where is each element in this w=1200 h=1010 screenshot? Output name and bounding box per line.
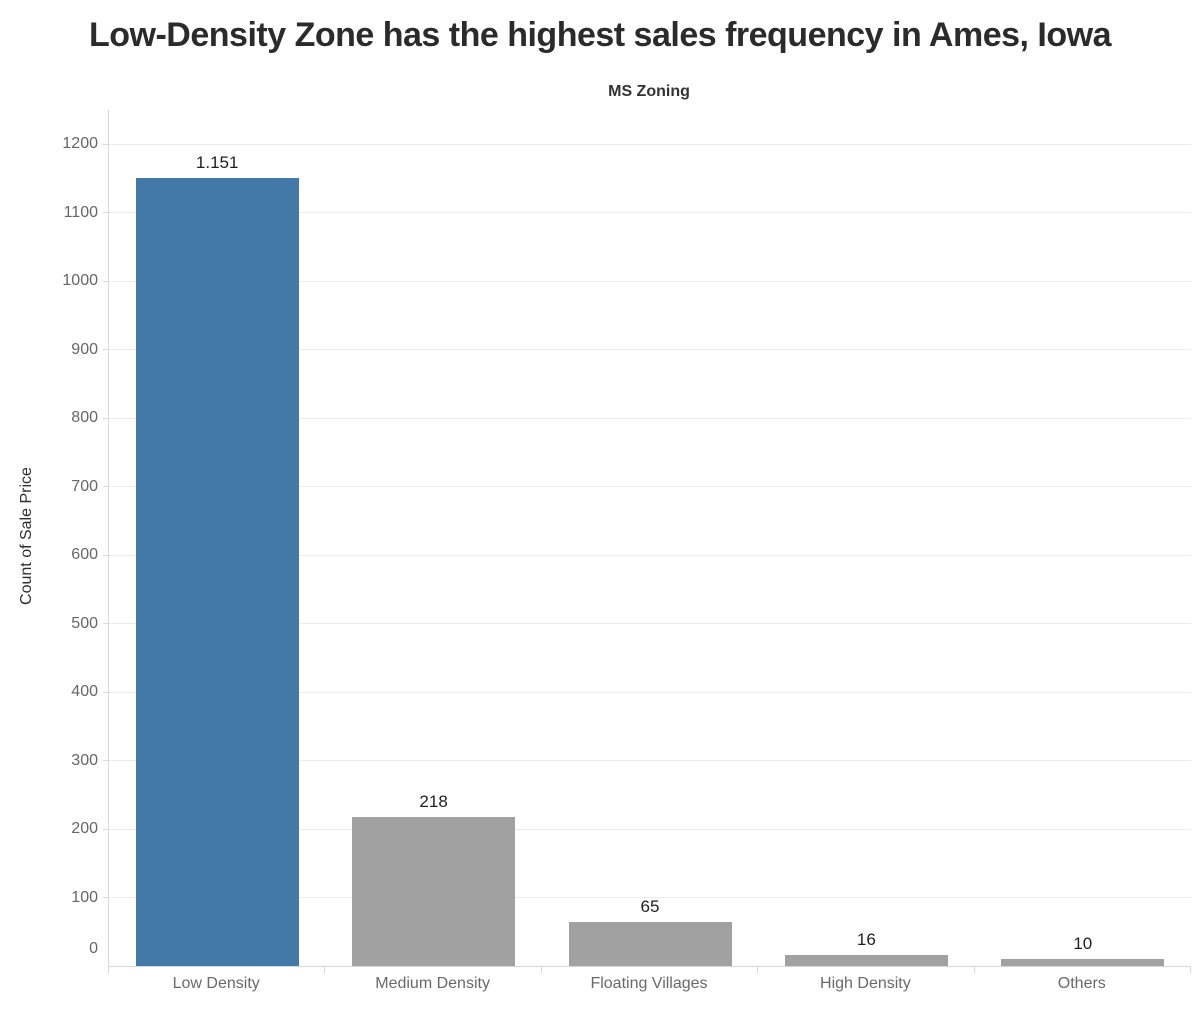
y-tick-label-900: 900	[71, 340, 98, 358]
y-tick-label-100: 100	[71, 888, 98, 906]
y-tick-label-1100: 1100	[63, 203, 98, 221]
x-category-label-floating-villages: Floating Villages	[590, 975, 708, 992]
gridline-700	[109, 486, 1191, 488]
y-tick-label-700: 700	[71, 477, 98, 495]
y-tick-mark-200	[103, 828, 108, 830]
y-axis-title: Count of Sale Price	[18, 467, 35, 605]
gridline-1100	[109, 212, 1191, 214]
bar-value-label-high-density: 16	[856, 930, 876, 950]
y-tick-mark-1200	[103, 143, 108, 145]
gridline-1200	[109, 143, 1191, 145]
y-tick-mark-1100	[103, 212, 108, 214]
bar-value-label-floating-villages: 65	[640, 896, 660, 916]
gridline-500	[109, 623, 1191, 625]
bar-low-density[interactable]	[135, 177, 299, 966]
y-tick-mark-800	[103, 417, 108, 419]
gridline-400	[109, 691, 1191, 693]
y-tick-label-1200: 1200	[62, 135, 98, 153]
plot-area: 1.151 218 65 16 10	[103, 110, 1191, 967]
gridline-200	[109, 828, 1191, 830]
gridline-600	[109, 554, 1191, 556]
y-tick-label-500: 500	[71, 614, 98, 632]
y-tick-label-1000: 1000	[62, 272, 98, 290]
y-tick-label-800: 800	[71, 409, 98, 427]
y-tick-label-200: 200	[71, 820, 98, 838]
x-category-label-high-density: High Density	[820, 975, 911, 992]
x-axis-divider-tick-2	[540, 967, 542, 973]
bar-value-label-others: 10	[1073, 934, 1093, 954]
y-tick-mark-300	[103, 760, 108, 762]
bar-others[interactable]	[1001, 959, 1165, 966]
y-tick-mark-1000	[103, 280, 108, 282]
x-axis-divider-tick-5	[1190, 967, 1191, 973]
gridline-300	[109, 760, 1191, 762]
x-axis-divider-tick-3	[757, 967, 759, 973]
x-category-label-others: Others	[1057, 975, 1106, 992]
gridline-100	[109, 897, 1191, 899]
column-header-ms-zoning: MS Zoning	[608, 83, 690, 100]
x-category-label-low-density: Low Density	[172, 975, 260, 992]
x-axis-divider-tick-1	[324, 967, 326, 973]
y-tick-label-600: 600	[71, 546, 98, 564]
x-axis-divider-tick-0	[108, 967, 109, 973]
y-tick-label-300: 300	[71, 751, 98, 769]
gridline-900	[109, 349, 1191, 351]
y-tick-label-0: 0	[89, 940, 98, 957]
bar-high-density[interactable]	[784, 955, 948, 966]
y-tick-label-400: 400	[71, 683, 98, 701]
bar-value-label-low-density: 1.151	[195, 152, 239, 172]
x-axis-divider-tick-4	[973, 967, 975, 973]
chart-title: Low-Density Zone has the highest sales f…	[89, 16, 1112, 54]
gridline-800	[109, 417, 1191, 419]
y-tick-mark-700	[103, 486, 108, 488]
y-tick-mark-100	[103, 897, 108, 899]
bar-value-label-medium-density: 218	[419, 791, 448, 811]
bar-medium-density[interactable]	[352, 816, 516, 966]
x-category-label-medium-density: Medium Density	[375, 975, 490, 992]
y-tick-mark-600	[103, 554, 108, 556]
bar-floating-villages[interactable]	[568, 921, 732, 966]
y-tick-mark-900	[103, 349, 108, 351]
y-tick-mark-400	[103, 691, 108, 693]
gridline-1000	[109, 280, 1191, 282]
y-tick-mark-500	[103, 623, 108, 625]
